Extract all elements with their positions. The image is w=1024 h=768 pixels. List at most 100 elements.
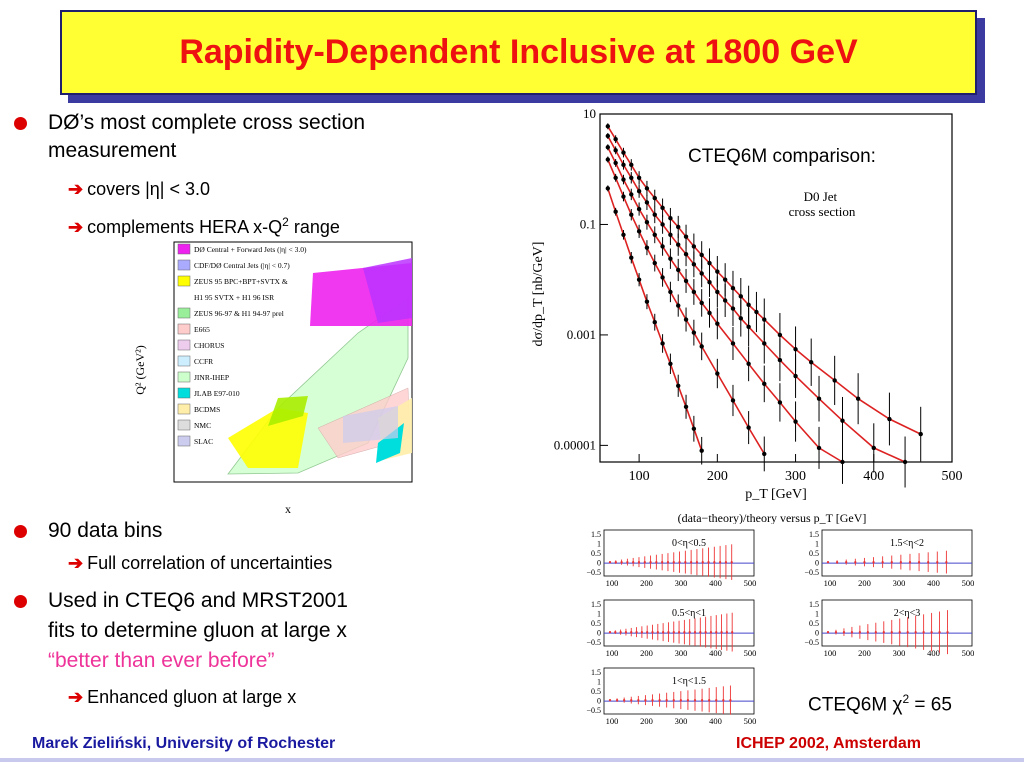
sub-enhanced: ➔ Enhanced gluon at large x — [68, 687, 297, 707]
legend-entry: SLAC — [194, 437, 213, 446]
cs-data-point — [715, 289, 720, 295]
cs-data-point — [840, 418, 845, 423]
cs-data-point — [652, 319, 657, 325]
ratio-point — [899, 561, 902, 564]
ratio-point — [608, 561, 612, 564]
legend-entry: H1 95 SVTX + H1 96 ISR — [194, 293, 274, 302]
legend-entry: ZEUS 95 BPC+BPT+SVTX & — [194, 277, 288, 286]
ratio-panel: 1.510.50−0.5 100 200 300 400 500 0.5<η<1 — [586, 599, 757, 658]
slide-title: Rapidity-Dependent Inclusive at 1800 GeV — [179, 33, 858, 71]
ratio-point — [644, 699, 647, 702]
ratio-xtick-label: 100 — [606, 578, 619, 588]
ratio-point — [637, 561, 641, 564]
ratio-point — [615, 699, 619, 702]
ratio-point — [826, 631, 830, 634]
ratio-point — [936, 561, 939, 564]
cs-data-point — [644, 200, 650, 205]
legend-swatch — [177, 275, 191, 287]
cs-data-point — [660, 222, 665, 227]
cs-data-point — [840, 459, 845, 465]
ratio-point — [834, 631, 838, 634]
cs-data-point — [699, 344, 704, 349]
cs-data-point — [636, 229, 642, 234]
cs-data-point — [699, 300, 704, 306]
ratio-point — [700, 699, 704, 702]
ratio-point — [715, 631, 718, 634]
cs-data-point — [699, 448, 704, 453]
ratio-ytick-label: 0.5 — [809, 619, 819, 628]
cs-data-point — [809, 360, 814, 365]
cs-data-point — [676, 267, 681, 273]
ratio-point — [707, 561, 710, 564]
kinematic-ylabel: Q² (GeV²) — [133, 345, 147, 395]
cs-data-point — [816, 445, 822, 451]
cs-data-point — [699, 271, 704, 276]
cs-data-point — [613, 175, 618, 180]
ratio-ytick-label: 1 — [815, 610, 819, 619]
cs-data-point — [613, 209, 618, 214]
cs-data-point — [855, 396, 861, 401]
ratio-point — [620, 561, 623, 564]
cs-data-point — [691, 426, 697, 431]
ratio-point — [719, 561, 722, 564]
cs-data-point — [754, 309, 759, 315]
legend-entry: NMC — [194, 421, 211, 430]
ratio-point — [684, 561, 687, 564]
cs-data-point — [652, 260, 657, 266]
ratio-frame — [603, 667, 755, 715]
cs-data-point — [871, 445, 876, 451]
legend-entry: E665 — [194, 325, 210, 334]
sub-complements: ➔ complements HERA x-Q2 range — [68, 215, 340, 237]
cs-data-point — [730, 286, 736, 291]
ratio-point — [854, 561, 857, 564]
cs-title-line2: cross section — [789, 204, 856, 219]
cs-data-point — [887, 416, 892, 422]
cs-data-point — [730, 341, 736, 346]
cs-data-point — [676, 383, 681, 388]
cs-data-point — [746, 302, 751, 308]
ratio-point — [701, 561, 704, 564]
legend-entry: BCDMS — [194, 405, 220, 414]
kinematic-coverage-plot: DØ Central + Forward Jets (|η| < 3.0) CDF… — [128, 238, 420, 520]
ratio-caption: (data−theory)/theory versus p_T [GeV] — [622, 508, 922, 528]
ratio-point — [872, 561, 875, 564]
ratio-point — [690, 561, 693, 564]
cs-data-point — [738, 316, 743, 321]
cs-data-point — [605, 133, 611, 139]
legend-swatch — [177, 403, 191, 415]
ratio-point — [678, 561, 681, 564]
cross-section-chart: 10 0.1 0.001 0.00001 100 200 300 400 500 D0 Jet… — [522, 104, 970, 512]
ratio-ytick-label: 1 — [815, 540, 819, 549]
ratio-point — [863, 561, 866, 564]
ratio-ytick-label: 0 — [815, 629, 819, 638]
cs-data-point — [668, 289, 673, 295]
chi2-label: CTEQ6M χ2 = 65 — [808, 692, 952, 716]
ratio-point — [898, 631, 901, 634]
ratio-frame — [821, 529, 973, 577]
ratio-ytick-label: 0 — [597, 559, 601, 568]
kinematic-legend: DØ Central + Forward Jets (|η| < 3.0) CDF… — [177, 243, 307, 447]
bullet-1-line1: DØ’s most complete cross section — [48, 111, 366, 134]
ratio-point — [608, 631, 612, 634]
cs-data-point — [902, 459, 908, 465]
legend-swatch — [177, 355, 191, 367]
cs-data-point — [629, 212, 634, 217]
legend-entry: CHORUS — [194, 341, 224, 350]
ratio-xtick-label: 400 — [709, 648, 722, 658]
arrow-right-icon: ➔ — [68, 687, 84, 707]
legend-swatch — [177, 259, 191, 271]
ratio-ytick-label: 1.5 — [591, 530, 601, 539]
legend-swatch — [177, 339, 191, 351]
cs-data-point — [793, 373, 798, 379]
cs-data-point — [832, 378, 837, 383]
cs-data-point — [676, 303, 681, 308]
cs-xtick-label: 400 — [863, 469, 884, 484]
ratio-eta-label: 1<η<1.5 — [672, 676, 706, 687]
cs-data-point — [730, 398, 736, 403]
ratio-xtick-label: 500 — [744, 648, 757, 658]
cs-data-point — [605, 157, 611, 162]
ratio-eta-label: 0.5<η<1 — [672, 608, 706, 619]
ratio-ytick-label: 1 — [597, 540, 601, 549]
zeus-bpc-region — [228, 408, 308, 468]
ratio-point — [662, 631, 665, 634]
